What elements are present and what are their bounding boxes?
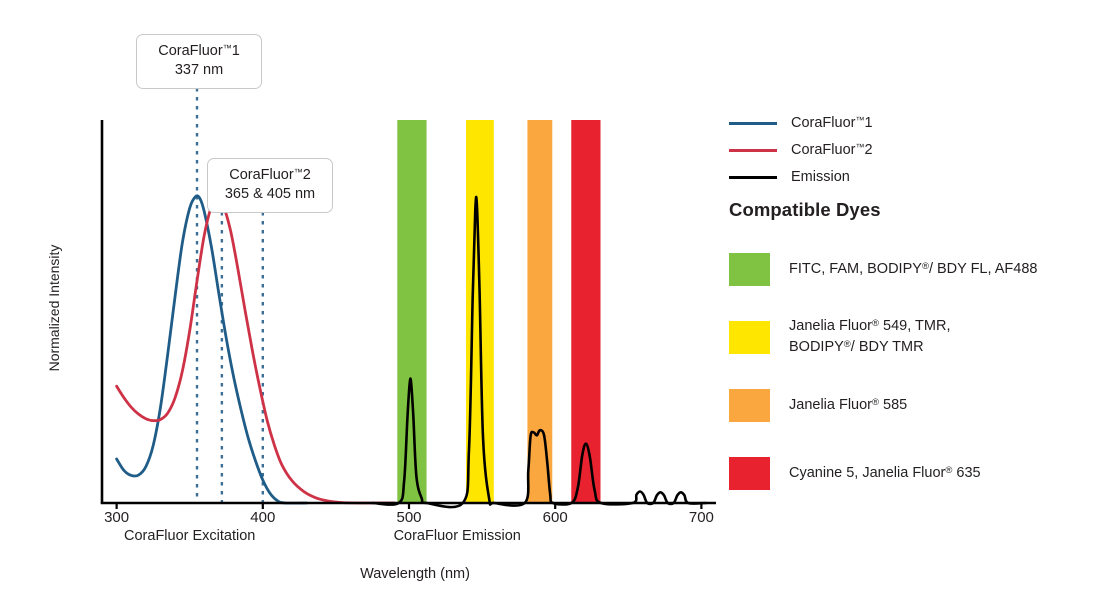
dye-label-line2: BODIPY®/ BDY TMR (789, 339, 924, 355)
curve-corafluor1 (115, 194, 309, 505)
callout-corafluor-1: CoraFluor™1 337 nm (136, 34, 262, 90)
x-axis-label: Wavelength (nm) (360, 566, 470, 582)
registered-symbol: ® (872, 318, 880, 330)
callout-cf1-value: 337 nm (174, 62, 224, 79)
compatible-dyes-list: FITC, FAM, BODIPY®/ BDY FL, AF488 Janelia… (729, 235, 1104, 507)
registered-symbol: ® (945, 464, 953, 476)
registered-symbol: ® (921, 260, 929, 272)
dye-item-label: Janelia Fluor® 549, TMR, BODIPY®/ BDY TMR (789, 316, 950, 357)
x-tick-label-500: 500 (396, 509, 422, 526)
legend-item-label: CoraFluor™1 (791, 115, 873, 132)
callout-corafluor-2: CoraFluor™2 365 & 405 nm (207, 158, 333, 214)
legend-item-0: CoraFluor™1 (729, 110, 1101, 137)
x-tick-label-600: 600 (542, 509, 568, 526)
dye-color-swatch (729, 388, 770, 422)
dye-item-label: FITC, FAM, BODIPY®/ BDY FL, AF488 (789, 259, 1037, 280)
legend-item-label: CoraFluor™2 (791, 142, 873, 159)
series-legend: CoraFluor™1 CoraFluor™2 Emission (729, 110, 1101, 191)
dye-label-line1: Janelia Fluor® 585 (789, 396, 908, 413)
callout-cf2-title: CoraFluor™2 (229, 166, 311, 183)
dye-item-label: Janelia Fluor® 585 (789, 395, 907, 416)
orange-band (527, 120, 553, 503)
legend-line-swatch (729, 149, 777, 152)
dye-item-label: Cyanine 5, Janelia Fluor® 635 (789, 463, 981, 484)
dye-item-1: Janelia Fluor® 549, TMR, BODIPY®/ BDY TMR (729, 303, 1104, 371)
dye-color-swatch (729, 252, 770, 286)
legend-line-swatch (729, 122, 777, 125)
legend-line-swatch (729, 176, 777, 179)
registered-symbol: ® (872, 396, 880, 408)
trademark-symbol: ™ (855, 142, 865, 153)
legend-item-label: Emission (791, 169, 850, 186)
trademark-symbol: ™ (222, 42, 232, 53)
y-axis-label: Normalized Intensity (46, 244, 62, 372)
dye-label-line1: FITC, FAM, BODIPY®/ BDY FL, AF488 (789, 260, 1038, 277)
dye-item-3: Cyanine 5, Janelia Fluor® 635 (729, 439, 1104, 507)
excitation-region-label: CoraFluor Excitation (124, 528, 256, 544)
trademark-symbol: ™ (855, 115, 865, 126)
x-tick-label-300: 300 (104, 509, 130, 526)
legend-item-2: Emission (729, 164, 1101, 191)
dye-color-swatch (729, 320, 770, 354)
dye-item-2: Janelia Fluor® 585 (729, 371, 1104, 439)
red-band (571, 120, 601, 503)
legend-item-1: CoraFluor™2 (729, 137, 1101, 164)
dye-item-0: FITC, FAM, BODIPY®/ BDY FL, AF488 (729, 235, 1104, 303)
dye-label-line1: Cyanine 5, Janelia Fluor® 635 (789, 464, 981, 481)
emission-region-label: CoraFluor Emission (393, 528, 521, 544)
x-tick-label-400: 400 (250, 509, 276, 526)
registered-symbol: ® (843, 339, 851, 351)
callout-cf2-value: 365 & 405 nm (224, 186, 316, 203)
dye-label-line1: Janelia Fluor® 549, TMR, (789, 318, 951, 335)
callout-cf1-title: CoraFluor™1 (158, 42, 240, 59)
dye-color-swatch (729, 456, 770, 490)
compatible-dyes-title: Compatible Dyes (729, 199, 881, 220)
green-band (397, 120, 427, 503)
x-tick-label-700: 700 (688, 509, 714, 526)
trademark-symbol: ™ (293, 166, 303, 177)
